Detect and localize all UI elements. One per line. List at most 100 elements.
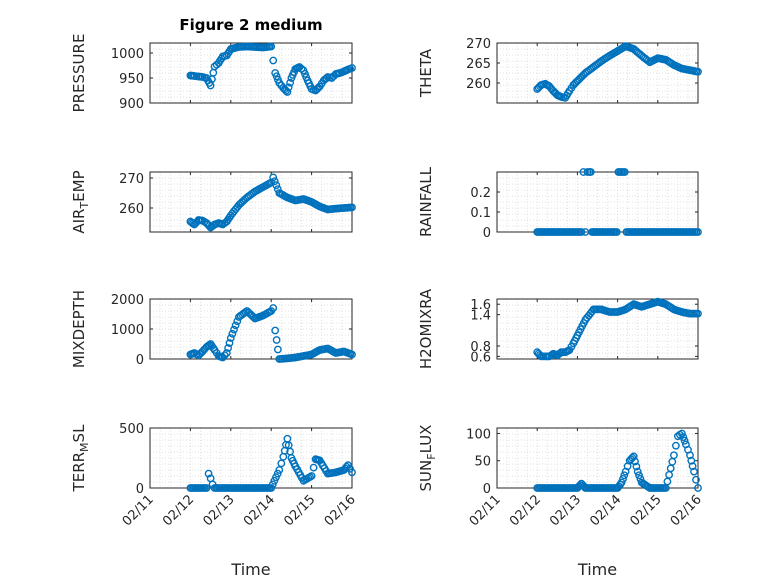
data-series [186,173,356,232]
data-point [688,462,697,471]
y-tick-label: 0 [483,482,491,497]
y-tick-label: 0 [136,353,144,368]
data-point [224,344,233,352]
data-point [633,467,642,476]
x-tick-label: 02/15 [628,492,665,529]
data-point [267,484,276,492]
data-point [686,451,694,460]
y-tick-label: 50 [474,455,491,470]
data-point [272,181,281,190]
data-point [225,339,234,347]
subplot-2: 260 265 270 THETA [417,37,702,104]
y-tick-label: 2000 [111,293,144,308]
y-tick-label: 950 [119,72,144,87]
y-tick-label: 500 [119,422,144,437]
data-point [670,451,678,460]
y-axis-label: THETA [417,48,435,98]
y-axis-label: SUNFLUX [417,425,438,492]
axes-frame [496,298,699,360]
x-tick-label: 02/14 [241,492,278,529]
x-tick-label: 02/12 [160,492,197,529]
data-point [556,349,564,358]
data-point [672,441,680,450]
x-axis-label: Time [230,560,270,579]
y-tick-label: 0.1 [470,206,491,221]
x-tick-label: 02/16 [322,492,359,529]
data-point [694,484,702,492]
y-tick-label: 0 [136,482,144,497]
axes-frame [149,427,353,489]
data-point [307,472,316,480]
data-series [186,304,356,363]
y-axis-label: PRESSURE [70,34,88,113]
data-point [619,474,627,483]
data-series [533,168,702,236]
data-series [186,42,356,96]
data-point [269,304,278,312]
data-point [218,353,227,362]
data-point [680,436,689,445]
y-tick-label: 270 [119,172,144,187]
data-series [186,434,356,492]
y-tick-label: 260 [119,202,144,217]
data-point [586,168,595,176]
data-point [271,326,280,335]
data-point [694,67,702,76]
data-point [620,471,629,480]
data-point [327,74,336,82]
data-series [533,297,702,361]
axes-frame [149,171,353,233]
subplot-3: 260 270 AIRTEMP [70,170,356,234]
y-axis-label: RAINFALL [417,166,435,237]
data-point [694,309,702,318]
data-point [270,177,279,186]
y-tick-label: 270 [466,37,491,52]
y-axis-label: MIXDEPTH [70,290,88,368]
y-tick-label: 260 [466,77,491,92]
data-point [284,83,293,92]
data-point [189,219,198,228]
y-tick-label: 100 [466,427,491,442]
y-axis-label: H2OMIXRA [417,288,435,369]
y-tick-label: 265 [466,57,491,72]
x-tick-label: 02/12 [507,492,544,529]
subplot-7: 0 500 TERRMSL 02/11 02/12 02/13 02/14 02/15 02/1… [70,422,359,579]
data-point [204,469,213,478]
data-point [202,484,211,492]
x-tick-label: 02/16 [668,492,705,529]
data-point [348,468,356,477]
x-tick-label: 02/11 [467,492,504,529]
data-point [269,56,278,65]
x-tick-label: 02/13 [201,492,238,529]
y-tick-label: 0 [483,226,491,241]
data-point [322,74,331,83]
data-point [286,78,294,87]
data-point [692,475,700,484]
data-point [617,478,626,487]
data-series [533,429,702,492]
y-axis-label: TERRMSL [70,424,91,493]
x-tick-label: 02/13 [547,492,584,529]
y-tick-label: 1000 [111,47,144,62]
x-tick-label: 02/14 [587,492,624,529]
subplot-8: 0 50 100 SUNFLUX 02/11 02/12 02/13 02/14 02/15 02… [417,425,705,579]
data-point [231,321,240,330]
data-point [612,228,621,236]
y-tick-label: 0.2 [470,186,491,201]
y-tick-label: 1.6 [470,298,491,313]
data-point [270,476,279,485]
data-point [678,429,686,438]
data-point [226,334,235,342]
data-point [309,463,318,472]
y-tick-label: 900 [119,97,144,112]
data-point [348,203,356,212]
data-point [190,220,199,229]
data-point [268,480,277,489]
data-point [632,462,641,471]
data-point [230,325,238,334]
data-series [533,42,702,102]
data-point [220,351,229,360]
y-tick-label: 0.8 [470,340,491,355]
subplot-5: 0 1000 2000 MIXDEPTH [70,290,356,368]
y-tick-label: 0.6 [470,350,491,365]
